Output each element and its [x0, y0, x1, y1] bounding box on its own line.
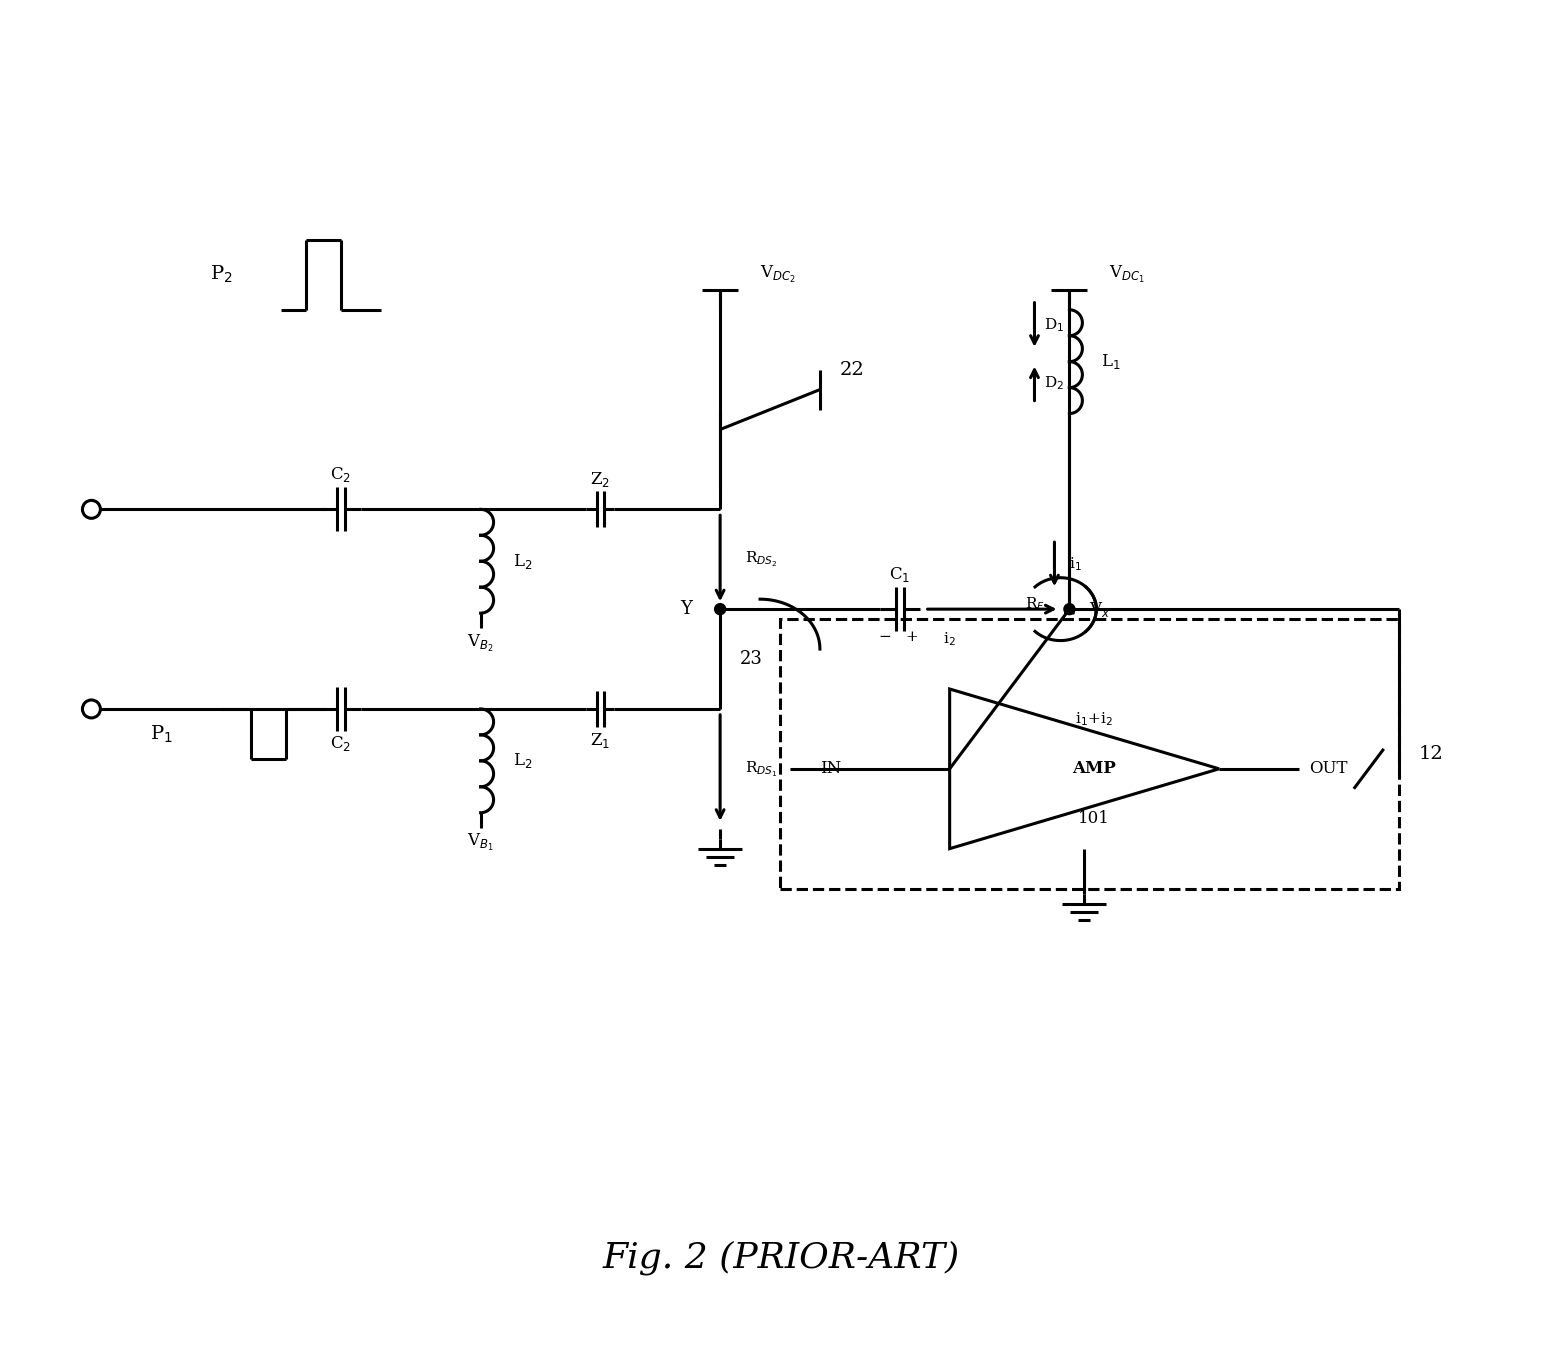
- Text: D$_1$: D$_1$: [1045, 315, 1065, 333]
- Text: i$_1$+i$_2$: i$_1$+i$_2$: [1076, 709, 1114, 728]
- Text: V$_x$: V$_x$: [1089, 599, 1111, 618]
- Text: L$_2$: L$_2$: [512, 552, 533, 571]
- Text: +: +: [906, 631, 918, 644]
- Text: Z$_2$: Z$_2$: [590, 470, 611, 489]
- Text: −: −: [878, 631, 892, 644]
- Text: L$_1$: L$_1$: [1101, 352, 1122, 371]
- Circle shape: [715, 603, 726, 614]
- Text: C$_2$: C$_2$: [330, 734, 351, 753]
- Text: P$_2$: P$_2$: [209, 264, 233, 285]
- Text: Y: Y: [681, 601, 692, 618]
- Circle shape: [1064, 603, 1075, 614]
- Text: C$_1$: C$_1$: [889, 565, 911, 584]
- Text: 12: 12: [1418, 745, 1443, 762]
- Text: AMP: AMP: [1073, 760, 1117, 777]
- Text: R$_{DS_2}$: R$_{DS_2}$: [745, 549, 778, 569]
- Text: C$_2$: C$_2$: [330, 465, 351, 484]
- Text: V$_{DC_1}$: V$_{DC_1}$: [1109, 264, 1145, 285]
- Text: Fig. 2 (PRIOR-ART): Fig. 2 (PRIOR-ART): [603, 1241, 959, 1275]
- Text: L$_2$: L$_2$: [512, 752, 533, 771]
- Text: V$_{DC_2}$: V$_{DC_2}$: [761, 264, 795, 285]
- Text: D$_2$: D$_2$: [1045, 375, 1065, 393]
- Text: V$_{B_1}$: V$_{B_1}$: [467, 832, 494, 853]
- Text: OUT: OUT: [1309, 760, 1348, 777]
- Text: Z$_1$: Z$_1$: [590, 731, 611, 750]
- Text: 101: 101: [1078, 810, 1111, 828]
- Text: P$_1$: P$_1$: [150, 723, 173, 745]
- Text: V$_{B_2}$: V$_{B_2}$: [467, 632, 494, 654]
- Text: i$_1$: i$_1$: [1070, 556, 1082, 573]
- Text: i$_2$: i$_2$: [943, 631, 956, 648]
- Text: 23: 23: [740, 650, 762, 669]
- Text: IN: IN: [820, 760, 842, 777]
- Text: R$_{DS_1}$: R$_{DS_1}$: [745, 760, 778, 779]
- Text: 22: 22: [840, 360, 865, 379]
- Text: R$_F$: R$_F$: [1025, 595, 1045, 613]
